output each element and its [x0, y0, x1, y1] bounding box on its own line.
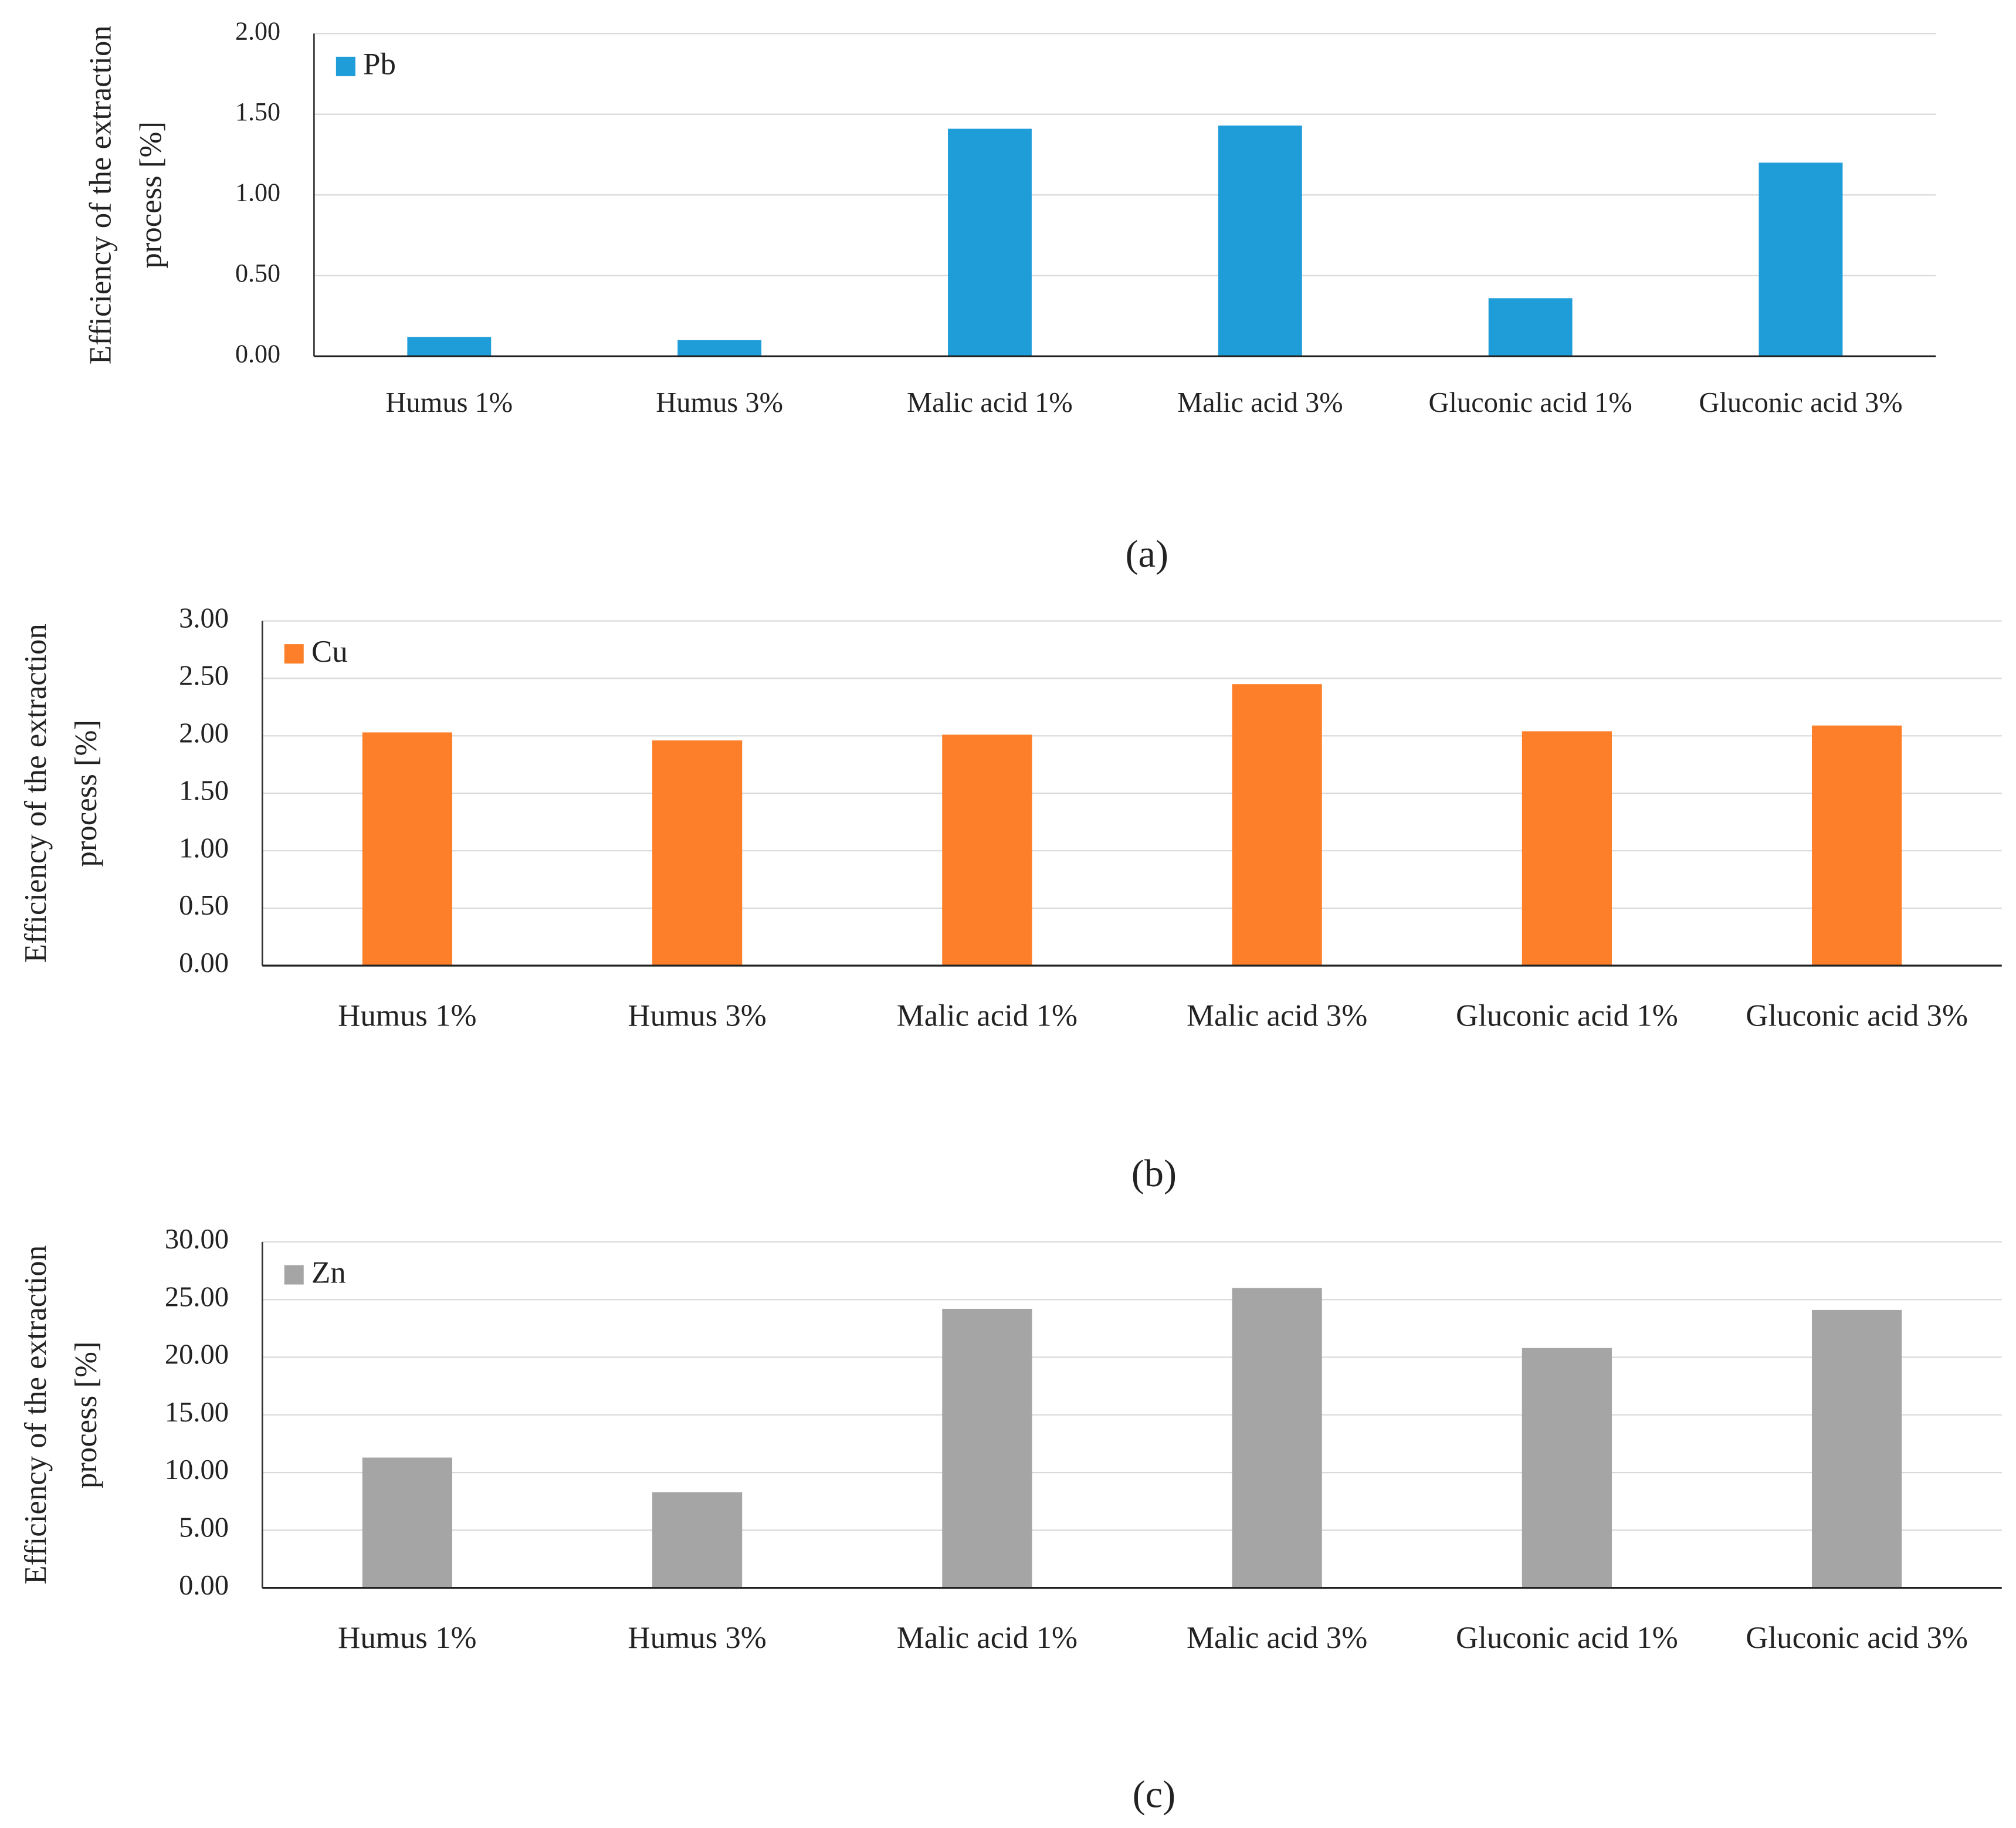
- y-tick-label: 2.50: [179, 661, 229, 692]
- bar: [948, 128, 1032, 357]
- y-tick-label: 0.50: [179, 890, 229, 921]
- y-tick-label: 10.00: [165, 1454, 229, 1485]
- y-tick-label: 3.00: [179, 603, 229, 634]
- x-tick-label: Gluconic acid 3%: [1746, 1621, 1968, 1655]
- y-tick-label: 0.00: [235, 339, 280, 368]
- x-tick-label: Malic acid 1%: [897, 998, 1078, 1033]
- bar: [677, 340, 762, 357]
- x-tick-label: Humus 3%: [628, 998, 766, 1033]
- bar: [1812, 725, 1902, 966]
- y-axis-label: process [%]: [134, 121, 168, 269]
- caption: (c): [1133, 1773, 1175, 1816]
- x-tick-label: Gluconic acid 1%: [1456, 1621, 1678, 1655]
- y-tick-label: 2.00: [179, 717, 229, 749]
- legend-swatch: [284, 644, 304, 664]
- y-tick-label: 15.00: [165, 1397, 229, 1428]
- x-tick-label: Humus 1%: [338, 1621, 476, 1655]
- legend-label: Pb: [363, 48, 396, 82]
- bar: [1759, 163, 1843, 357]
- y-tick-label: 5.00: [179, 1512, 229, 1543]
- legend-label: Zn: [311, 1255, 346, 1289]
- x-tick-label: Gluconic acid 1%: [1429, 387, 1632, 418]
- x-tick-label: Humus 1%: [338, 998, 476, 1033]
- x-tick-label: Malic acid 3%: [1187, 998, 1367, 1033]
- caption: (b): [1131, 1152, 1177, 1195]
- bar: [1522, 1348, 1612, 1588]
- x-tick-label: Gluconic acid 3%: [1699, 387, 1902, 418]
- y-tick-label: 1.00: [179, 832, 229, 864]
- x-tick-label: Gluconic acid 1%: [1456, 998, 1678, 1033]
- bar: [942, 1308, 1032, 1588]
- bar: [1218, 126, 1302, 357]
- bar: [942, 734, 1032, 966]
- y-axis-label: Efficiency of the extraction: [83, 25, 117, 364]
- x-tick-label: Humus 3%: [656, 387, 783, 418]
- x-tick-label: Humus 3%: [628, 1621, 766, 1655]
- bar: [1232, 1288, 1322, 1588]
- legend-swatch: [284, 1265, 304, 1285]
- y-tick-label: 0.00: [179, 947, 229, 979]
- x-tick-label: Humus 1%: [385, 387, 513, 418]
- y-tick-label: 2.00: [235, 16, 280, 45]
- bar: [362, 1457, 452, 1588]
- bar: [1812, 1309, 1902, 1588]
- bar: [652, 740, 743, 966]
- y-tick-label: 1.50: [179, 775, 229, 806]
- x-tick-label: Malic acid 1%: [907, 387, 1073, 418]
- x-tick-label: Malic acid 3%: [1187, 1621, 1367, 1655]
- x-tick-label: Malic acid 1%: [897, 1621, 1078, 1655]
- y-tick-label: 0.00: [179, 1570, 229, 1601]
- y-tick-label: 1.50: [235, 97, 280, 126]
- bar: [407, 337, 492, 357]
- y-tick-label: 0.50: [235, 259, 280, 287]
- bar: [1488, 298, 1573, 357]
- y-tick-label: 30.00: [165, 1224, 229, 1255]
- caption: (a): [1126, 533, 1168, 576]
- y-axis-label: process [%]: [69, 1341, 103, 1488]
- x-tick-label: Malic acid 3%: [1177, 387, 1343, 418]
- y-axis-label: Efficiency of the extraction: [19, 1245, 53, 1585]
- y-tick-label: 25.00: [165, 1281, 229, 1312]
- legend-label: Cu: [311, 635, 348, 669]
- bar: [1232, 684, 1322, 966]
- bar: [362, 732, 452, 966]
- y-tick-label: 1.00: [235, 178, 280, 207]
- y-tick-label: 20.00: [165, 1339, 229, 1370]
- x-tick-label: Gluconic acid 3%: [1746, 998, 1968, 1033]
- legend-swatch: [336, 56, 355, 76]
- y-axis-label: process [%]: [69, 720, 103, 867]
- y-axis-label: Efficiency of the extraction: [19, 624, 53, 963]
- bar: [1522, 731, 1612, 966]
- bar: [652, 1492, 743, 1588]
